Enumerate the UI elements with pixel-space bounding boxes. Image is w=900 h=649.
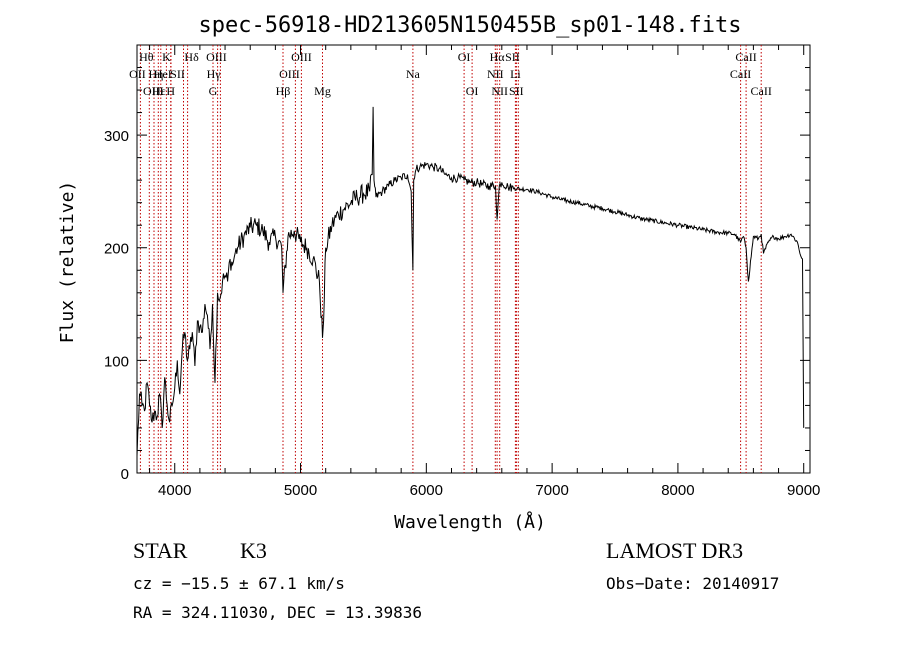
observation-date: Obs−Date: 20140917 <box>606 574 780 593</box>
spectral-line-label: OIII <box>279 67 300 81</box>
spectral-line-label: Hβ <box>276 84 291 98</box>
spectral-line-label: Hη <box>149 67 164 81</box>
spectral-line-label: OI <box>466 84 479 98</box>
spectral-line-label: CaII <box>751 84 772 98</box>
spectral-line-label: OIII <box>143 84 164 98</box>
spectral-line-label: SII <box>170 67 185 81</box>
x-axis-label: Wavelength (Å) <box>394 511 546 533</box>
y-axis-label: Flux (relative) <box>57 181 78 344</box>
x-tick-label: 8000 <box>661 482 694 499</box>
spectral-line-markers <box>139 45 762 473</box>
spectral-line-label: Na <box>406 67 421 81</box>
x-axis: 4000 5000 6000 7000 8000 9000 <box>149 45 820 499</box>
spectral-line-label: OIII <box>291 50 312 64</box>
spectral-line-label: Hα <box>490 50 506 64</box>
y-axis: 0 100 200 300 <box>104 67 810 483</box>
spectral-line-label: OI <box>458 50 471 64</box>
y-tick-label: 100 <box>104 353 129 370</box>
object-class: STAR <box>133 538 188 563</box>
y-tick-label: 0 <box>121 466 129 483</box>
spectral-line-label: Li <box>510 67 521 81</box>
survey-name: LAMOST DR3 <box>606 538 744 563</box>
y-tick-label: 200 <box>104 241 129 258</box>
spectral-line-label: CaII <box>735 50 756 64</box>
redshift-velocity: cz = −15.5 ± 67.1 km/s <box>133 574 345 593</box>
spectrum-line <box>136 106 805 457</box>
spectral-line-label: SII <box>505 50 520 64</box>
coordinates: RA = 324.11030, DEC = 13.39836 <box>133 603 422 622</box>
x-tick-label: 5000 <box>284 482 317 499</box>
spectral-line-label: Hδ <box>184 50 199 64</box>
spectral-line-label: CaII <box>730 67 751 81</box>
spectral-line-label: H <box>166 84 175 98</box>
spectral-line-label: G <box>209 84 218 98</box>
x-tick-label: 4000 <box>158 482 191 499</box>
plot-frame <box>136 44 811 474</box>
spectral-line-label: Hθ <box>139 50 154 64</box>
spectral-line-label: Hε <box>152 84 166 98</box>
spectral-line-label: SII <box>509 84 524 98</box>
spectral-line-label: NII <box>487 67 504 81</box>
object-subclass: K3 <box>240 538 267 563</box>
x-tick-label: 6000 <box>410 482 443 499</box>
spectral-line-label: K <box>162 50 171 64</box>
spectral-line-label: Hγ <box>207 67 222 81</box>
spectral-line-label: OIII <box>206 50 227 64</box>
spectral-line-label: Mg <box>314 84 331 98</box>
x-tick-label: 9000 <box>787 482 820 499</box>
y-tick-label: 300 <box>104 128 129 145</box>
spectral-line-label: NII <box>491 84 508 98</box>
spectral-line-label: OII <box>129 67 146 81</box>
x-tick-label: 7000 <box>535 482 568 499</box>
spectral-line-label: HeI <box>154 67 172 81</box>
chart-title: spec-56918-HD213605N150455B_sp01-148.fit… <box>198 13 741 38</box>
